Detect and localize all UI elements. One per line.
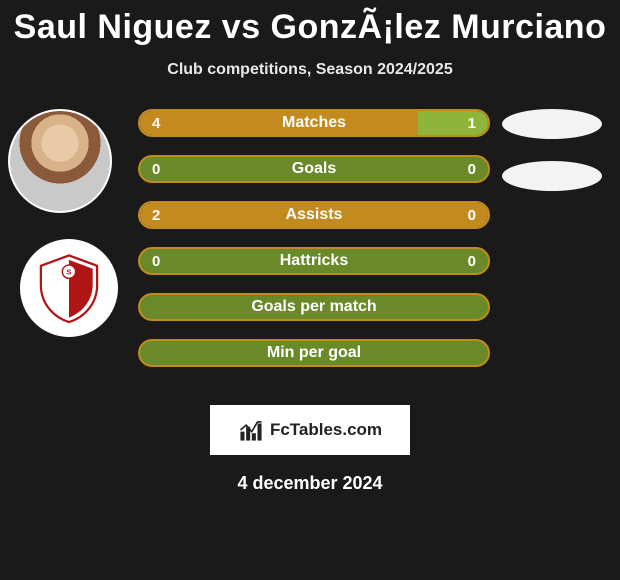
stat-bar: Goals0 0: [138, 155, 490, 183]
stat-value-right: 1: [468, 115, 476, 132]
stat-bar: Hattricks0 0: [138, 247, 490, 275]
stat-bar-label: Min per goal: [140, 344, 488, 362]
date-label: 4 december 2024: [0, 473, 620, 494]
page-title: Saul Niguez vs GonzÃ¡lez Murciano: [0, 0, 620, 47]
stat-value-right: 0: [468, 207, 476, 224]
player2-club-crest: S: [20, 239, 118, 337]
stat-bar-label: Matches: [140, 114, 488, 132]
stat-bar-label: Goals: [140, 160, 488, 178]
comparison-panel: S Matches41Goals00Assists20Hattricks00Go…: [0, 109, 620, 389]
stat-bar-label: Hattricks: [140, 252, 488, 270]
player2-face-oval: [502, 161, 602, 191]
brand-text: FcTables.com: [270, 420, 382, 440]
stat-bar: Goals per match: [138, 293, 490, 321]
svg-text:S: S: [67, 268, 72, 277]
stat-value-left: 0: [152, 253, 160, 270]
stat-bar-label: Assists: [140, 206, 488, 224]
page-subtitle: Club competitions, Season 2024/2025: [0, 61, 620, 79]
stat-bar: Matches4 1: [138, 109, 490, 137]
brand-badge: FcTables.com: [210, 405, 410, 455]
stat-value-right: 0: [468, 161, 476, 178]
player1-avatar: [8, 109, 112, 213]
stat-value-right: 0: [468, 253, 476, 270]
crest-icon: S: [32, 251, 106, 325]
stat-bar: Min per goal: [138, 339, 490, 367]
stat-bar-label: Goals per match: [140, 298, 488, 316]
stat-value-left: 2: [152, 207, 160, 224]
stat-bars: Matches41Goals00Assists20Hattricks00Goal…: [138, 109, 490, 385]
stat-value-left: 0: [152, 161, 160, 178]
brand-icon: [238, 417, 264, 443]
stat-value-left: 4: [152, 115, 160, 132]
player2-face-oval: [502, 109, 602, 139]
stat-bar: Assists2 0: [138, 201, 490, 229]
